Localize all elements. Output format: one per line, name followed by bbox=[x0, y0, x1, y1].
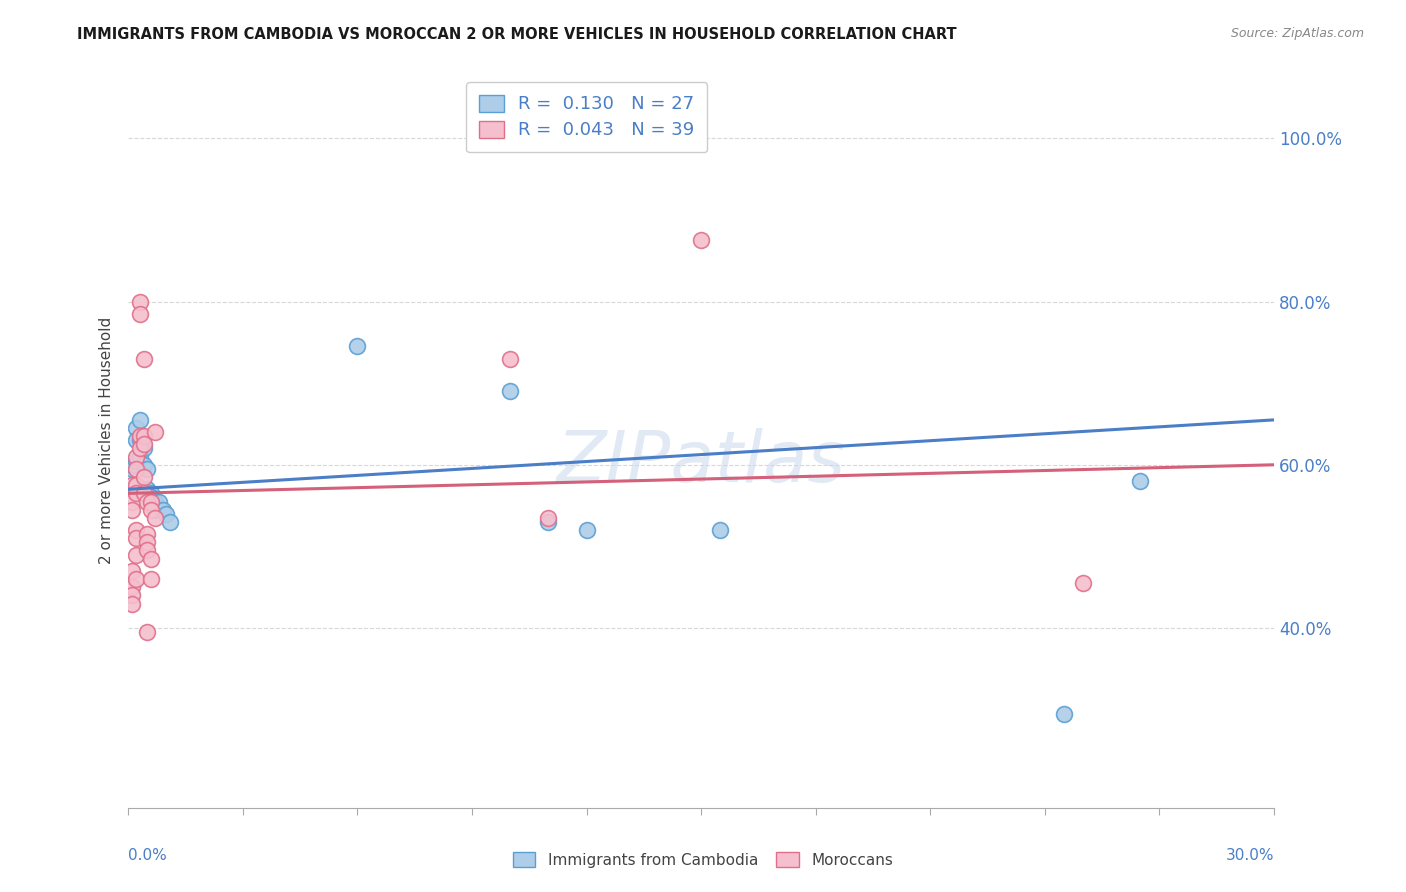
Point bbox=[537, 515, 560, 529]
Point bbox=[148, 494, 170, 508]
Text: ZIPatlas: ZIPatlas bbox=[557, 428, 845, 497]
Point bbox=[125, 531, 148, 545]
Point bbox=[128, 442, 150, 456]
Point bbox=[128, 413, 150, 427]
Point bbox=[128, 450, 150, 464]
Text: Source: ZipAtlas.com: Source: ZipAtlas.com bbox=[1230, 27, 1364, 40]
Point bbox=[125, 548, 148, 562]
Point bbox=[132, 486, 155, 500]
Point bbox=[136, 483, 159, 497]
Point bbox=[132, 437, 155, 451]
Point bbox=[125, 523, 148, 537]
Point bbox=[121, 462, 143, 476]
Point bbox=[499, 351, 522, 366]
Point bbox=[125, 450, 148, 464]
Point bbox=[121, 478, 143, 492]
Point bbox=[128, 307, 150, 321]
Point bbox=[121, 580, 143, 594]
Point bbox=[690, 233, 713, 247]
Point bbox=[128, 294, 150, 309]
Point bbox=[499, 384, 522, 399]
Point bbox=[141, 491, 163, 505]
Point bbox=[132, 470, 155, 484]
Point bbox=[141, 572, 163, 586]
Point bbox=[132, 442, 155, 456]
Point bbox=[136, 462, 159, 476]
Point bbox=[346, 339, 368, 353]
Point bbox=[141, 486, 163, 500]
Legend: R =  0.130   N = 27, R =  0.043   N = 39: R = 0.130 N = 27, R = 0.043 N = 39 bbox=[465, 82, 707, 153]
Legend: Immigrants from Cambodia, Moroccans: Immigrants from Cambodia, Moroccans bbox=[506, 846, 900, 873]
Point bbox=[125, 434, 148, 448]
Point bbox=[1071, 576, 1094, 591]
Point bbox=[709, 523, 731, 537]
Point bbox=[141, 502, 163, 516]
Point bbox=[121, 502, 143, 516]
Text: 30.0%: 30.0% bbox=[1226, 847, 1274, 863]
Point bbox=[159, 515, 181, 529]
Point bbox=[121, 564, 143, 578]
Point bbox=[136, 543, 159, 558]
Point bbox=[125, 453, 148, 467]
Point bbox=[136, 625, 159, 640]
Point bbox=[128, 429, 150, 443]
Point bbox=[128, 434, 150, 448]
Point bbox=[537, 511, 560, 525]
Point bbox=[121, 494, 143, 508]
Point bbox=[1053, 706, 1076, 721]
Point bbox=[141, 551, 163, 566]
Point bbox=[143, 511, 166, 525]
Point bbox=[136, 527, 159, 541]
Point bbox=[125, 478, 148, 492]
Point bbox=[136, 535, 159, 549]
Point bbox=[121, 458, 143, 472]
Point bbox=[155, 507, 177, 521]
Text: 0.0%: 0.0% bbox=[128, 847, 167, 863]
Point bbox=[125, 572, 148, 586]
Point bbox=[125, 486, 148, 500]
Point bbox=[141, 494, 163, 508]
Point bbox=[121, 588, 143, 602]
Point bbox=[125, 462, 148, 476]
Point bbox=[132, 458, 155, 472]
Point bbox=[575, 523, 598, 537]
Point bbox=[152, 502, 174, 516]
Point bbox=[143, 502, 166, 516]
Point bbox=[143, 425, 166, 439]
Point bbox=[1129, 474, 1152, 488]
Point bbox=[132, 429, 155, 443]
Point bbox=[132, 351, 155, 366]
Y-axis label: 2 or more Vehicles in Household: 2 or more Vehicles in Household bbox=[100, 317, 114, 564]
Point bbox=[121, 597, 143, 611]
Point bbox=[143, 494, 166, 508]
Text: IMMIGRANTS FROM CAMBODIA VS MOROCCAN 2 OR MORE VEHICLES IN HOUSEHOLD CORRELATION: IMMIGRANTS FROM CAMBODIA VS MOROCCAN 2 O… bbox=[77, 27, 957, 42]
Point bbox=[125, 421, 148, 435]
Point bbox=[136, 494, 159, 508]
